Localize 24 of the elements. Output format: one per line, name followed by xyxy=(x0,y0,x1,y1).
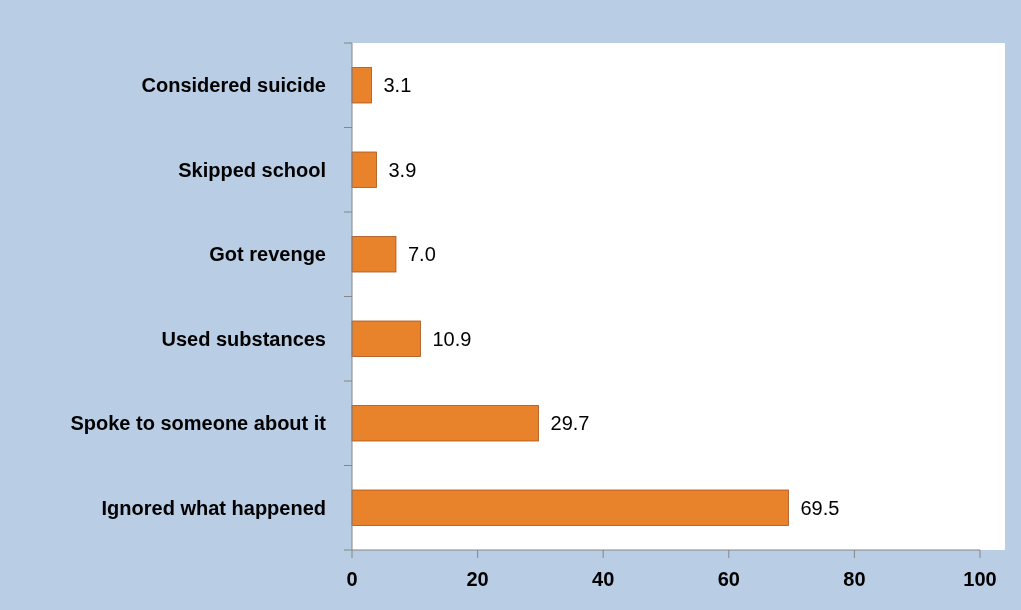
data-label: 7.0 xyxy=(407,243,436,266)
bar xyxy=(351,320,421,357)
x-tick-label: 80 xyxy=(843,568,866,590)
y-tick-label: Ignored what happened xyxy=(101,496,326,519)
bar xyxy=(351,236,397,273)
data-label: 3.1 xyxy=(383,74,412,97)
y-tick-label: Spoke to someone about it xyxy=(70,412,327,435)
x-tick-label: 20 xyxy=(466,568,489,590)
x-tick-label: 0 xyxy=(346,568,358,590)
y-tick-label: Skipped school xyxy=(178,158,326,181)
bar xyxy=(351,405,539,442)
bar xyxy=(351,489,789,526)
x-tick-label: 100 xyxy=(963,568,997,590)
y-tick-label: Considered suicide xyxy=(141,74,326,97)
data-label: 29.7 xyxy=(550,412,590,435)
bar xyxy=(351,151,377,188)
data-label: 3.9 xyxy=(388,158,417,181)
x-tick-label: 40 xyxy=(592,568,615,590)
y-tick-label: Got revenge xyxy=(209,243,326,266)
data-label: 10.9 xyxy=(432,327,472,350)
x-tick-label: 60 xyxy=(717,568,740,590)
bar xyxy=(351,67,372,104)
y-tick-label: Used substances xyxy=(161,327,326,350)
data-label: 69.5 xyxy=(800,496,840,519)
